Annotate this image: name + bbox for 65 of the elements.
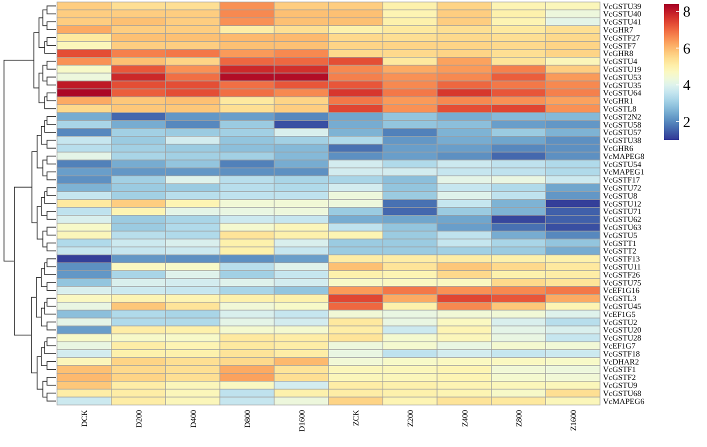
y-tick-label: VcGSTU19: [603, 64, 642, 74]
y-tick-label: VcGSTF13: [603, 254, 640, 264]
y-tick-label: VcGSTU35: [603, 80, 642, 90]
x-tick-label: D200: [134, 410, 144, 428]
y-tick-label: VcGSTU9: [603, 381, 638, 390]
y-tick-label: VcGSTU4: [603, 57, 638, 66]
y-tick-label: VcGSTU12: [603, 199, 642, 208]
y-tick-label: VcGSTU58: [603, 120, 642, 130]
x-tick-label: D800: [243, 410, 252, 428]
y-tick-label: VcGSTF17: [603, 176, 640, 185]
y-tick-label: VcGHR1: [603, 96, 634, 106]
y-tick-label: VcEF1G5: [603, 310, 636, 319]
y-tick-label: VcGSTU5: [603, 230, 638, 240]
y-tick-label: VcGSTT1: [603, 238, 636, 248]
x-tick-label: Z800: [514, 410, 524, 427]
y-tick-label: VcGSTU64: [603, 88, 642, 98]
y-tick-label: VcGSTF2: [603, 373, 636, 382]
y-tick-label: VcGSTF7: [603, 41, 636, 50]
y-tick-label: VcMAPEG6: [603, 396, 644, 406]
y-tick-label: VcEF1G16: [603, 286, 640, 296]
y-tick-label: VcGSTU2: [603, 318, 638, 327]
y-tick-label: VcGSTU53: [603, 72, 642, 82]
y-tick-label: VcGSTU11: [603, 262, 641, 272]
y-tick-label: VcGST2N2: [603, 112, 642, 122]
y-tick-label: VcGSTU40: [603, 10, 642, 19]
x-tick-label: Z200: [406, 410, 415, 427]
y-tick-label: VcGSTT2: [603, 246, 636, 256]
color-bar-label: 6: [683, 41, 691, 58]
y-tick-label: VcGSTU57: [603, 128, 642, 138]
y-tick-label: VcGSTU28: [603, 334, 642, 343]
y-tick-label: VcEF1G7: [603, 342, 636, 351]
y-tick-label: VcGSTF26: [603, 270, 640, 280]
y-tick-label: VcDHAR2: [603, 357, 639, 366]
x-tick-label: Z1600: [568, 410, 578, 431]
color-bar-label: 8: [683, 4, 690, 21]
y-tick-label: VcGSTL3: [603, 294, 636, 304]
y-tick-label: VcMAPEG8: [603, 152, 644, 161]
y-tick-label: VcGSTU41: [603, 18, 642, 27]
x-tick-label: D400: [188, 410, 198, 428]
x-tick-label: ZCK: [352, 410, 361, 426]
y-tick-label: VcGSTU72: [603, 183, 642, 192]
y-tick-label: VcGSTU39: [603, 2, 642, 11]
y-tick-label: VcGSTF1: [603, 365, 636, 374]
y-tick-label: VcGSTU38: [603, 136, 642, 146]
y-tick-label: VcGSTL8: [603, 104, 636, 114]
y-tick-label: VcGSTU8: [603, 191, 638, 200]
y-tick-label: VcGSTU63: [603, 223, 642, 232]
color-bar-label: 4: [683, 78, 691, 94]
y-tick-label: VcGHR8: [603, 49, 634, 58]
y-tick-label: VcGSTU45: [603, 302, 642, 312]
color-bar-label: 2: [683, 114, 690, 131]
y-tick-label: VcGSTF18: [603, 349, 640, 358]
y-tick-label: VcGSTU75: [603, 278, 642, 288]
x-tick-label: D1600: [297, 410, 306, 432]
y-tick-label: VcGHR7: [603, 25, 634, 34]
y-tick-label: VcGSTU71: [603, 207, 642, 216]
y-tick-label: VcGSTU62: [603, 215, 642, 224]
y-tick-label: VcGSTF27: [603, 33, 640, 42]
y-tick-label: VcGSTU54: [603, 160, 642, 169]
y-tick-label: VcMAPEG1: [603, 168, 644, 177]
x-tick-label: DCK: [80, 410, 90, 427]
x-tick-label: Z400: [460, 410, 470, 427]
y-tick-label: VcGSTU20: [603, 326, 642, 335]
y-tick-label: VcGSTU68: [603, 388, 642, 398]
y-tick-label: VcGHR6: [603, 144, 634, 153]
